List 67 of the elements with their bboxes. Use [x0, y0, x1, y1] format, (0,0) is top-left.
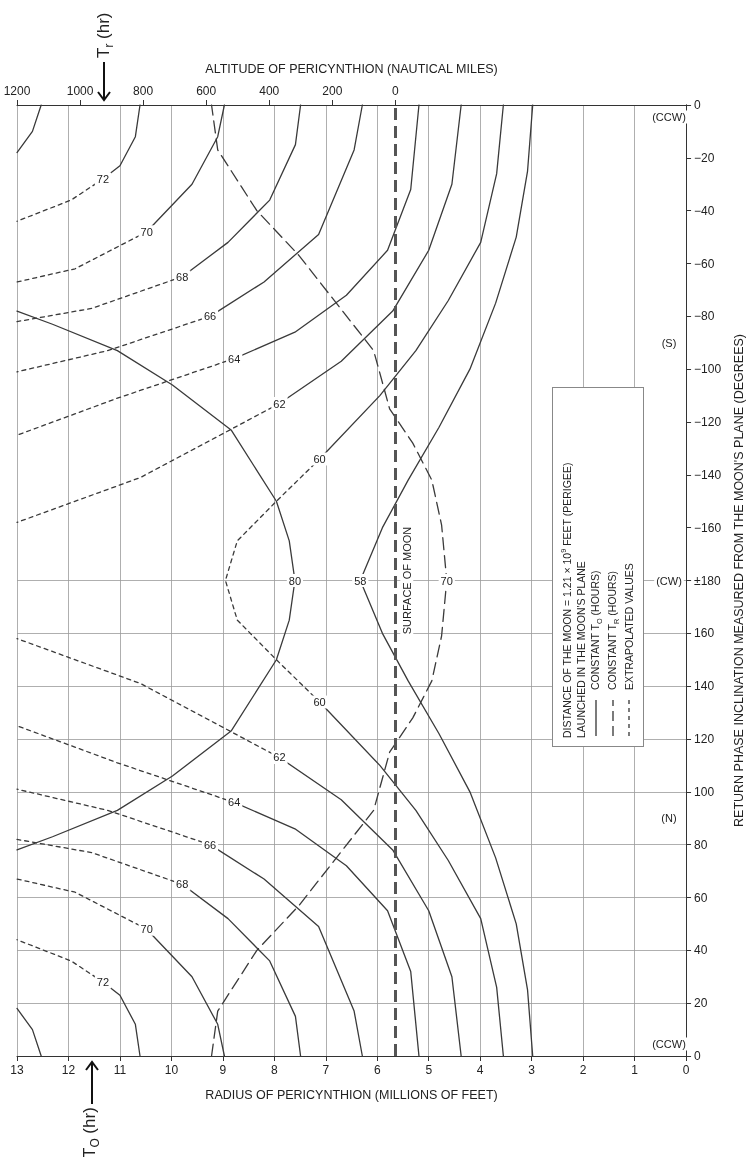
- x-tick-label: 7: [322, 1063, 330, 1077]
- y-tick-label: 140: [694, 679, 715, 694]
- x-tick-label: 3: [528, 1063, 536, 1077]
- annotation: (CCW): [652, 1038, 686, 1050]
- series-label: 58: [354, 574, 367, 587]
- x-tick-label: 0: [682, 1063, 690, 1077]
- x-tick-label: 1: [631, 1063, 639, 1077]
- y-tick-label: 0: [694, 1049, 702, 1063]
- x-axis-title: RADIUS OF PERICYNTHION (MILLIONS OF FEET): [205, 1087, 498, 1102]
- series-label: 68: [176, 878, 189, 891]
- x2-tick-label: 1200: [3, 84, 31, 98]
- x2-tick-label: 1000: [66, 84, 94, 98]
- x2-tick-label: 800: [133, 84, 154, 98]
- y2-axis-title: RETURN PHASE INCLINATION MEASURED FROM THE MOON'S PLANE (DEGREES): [731, 334, 746, 827]
- series-label: 60: [313, 452, 326, 465]
- y2-tick-label: −100: [694, 362, 722, 377]
- series-label: 68: [176, 270, 189, 283]
- series-label: 66: [203, 838, 217, 851]
- series-label: 64: [228, 796, 241, 809]
- y2-tick-label: −60: [694, 256, 715, 271]
- x2-axis-title: ALTITUDE OF PERICYNTHION (NAUTICAL MILES): [205, 61, 498, 76]
- series-label: 72: [96, 976, 110, 989]
- y-tick-label: 20: [694, 996, 708, 1011]
- series-label: 70: [140, 225, 153, 238]
- annotation: (N): [661, 812, 677, 825]
- series-label: 72: [96, 172, 110, 185]
- y2-tick-label: −80: [694, 309, 715, 324]
- x-tick-label: 4: [476, 1063, 484, 1077]
- y-tick-label: 60: [694, 890, 708, 905]
- y2-tick-label: −160: [694, 520, 722, 535]
- y-tick-label: 160: [694, 626, 715, 641]
- x2-tick-label: 200: [322, 84, 343, 98]
- series-label: 62: [273, 397, 286, 410]
- series-label: 70: [140, 923, 153, 936]
- series-label: 80: [288, 574, 302, 587]
- x-tick-label: 5: [425, 1063, 433, 1077]
- series-label: 64: [228, 352, 241, 365]
- y-tick-label: 80: [694, 837, 708, 852]
- series-label: 70: [440, 574, 453, 587]
- annotation: (CW): [656, 574, 682, 587]
- x-tick-label: 2: [579, 1063, 587, 1077]
- x-tick-label: 8: [270, 1063, 278, 1077]
- x-tick-label: 10: [164, 1063, 179, 1077]
- y2-tick-label: −120: [694, 415, 722, 429]
- y-tick-label: ±180: [694, 573, 721, 588]
- y2-tick-label: −20: [694, 150, 715, 165]
- x2-tick-label: 400: [259, 84, 280, 98]
- series-label: 66: [203, 310, 217, 323]
- annotation: (S): [661, 336, 677, 349]
- x-tick-label: 11: [113, 1063, 127, 1077]
- ref-line-label: SURFACE OF MOON: [400, 526, 413, 635]
- annotation: EXTRAPOLATED VALUES: [621, 563, 636, 690]
- x-tick-label: 12: [61, 1063, 76, 1077]
- y2-tick-label: −140: [694, 467, 722, 482]
- x2-tick-label: 600: [196, 84, 217, 98]
- series-label: 60: [313, 696, 326, 709]
- y-tick-label: 40: [694, 943, 708, 958]
- x-tick-label: 13: [10, 1063, 24, 1077]
- x-tick-label: 9: [219, 1063, 227, 1077]
- annotation: LAUNCHED IN THE MOON'S PLANE: [573, 560, 588, 738]
- y2-tick-label: −40: [694, 203, 715, 218]
- x-tick-label: 6: [373, 1063, 381, 1077]
- y-tick-label: 100: [694, 784, 715, 799]
- annotation: (CCW): [652, 111, 686, 123]
- series-label: 62: [273, 751, 286, 764]
- y-tick-label: 120: [694, 732, 715, 746]
- x2-tick-label: 0: [392, 84, 400, 98]
